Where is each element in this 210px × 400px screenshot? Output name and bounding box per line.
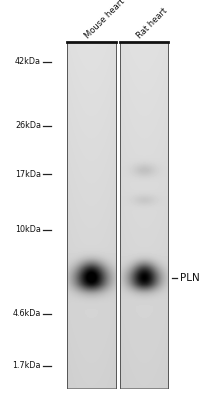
Text: 26kDa: 26kDa <box>15 122 41 130</box>
Text: 17kDa: 17kDa <box>15 170 41 178</box>
Text: 4.6kDa: 4.6kDa <box>13 310 41 318</box>
Text: 10kDa: 10kDa <box>15 226 41 234</box>
Text: Mouse heart: Mouse heart <box>83 0 126 40</box>
Text: Rat heart: Rat heart <box>135 6 169 40</box>
Text: 42kDa: 42kDa <box>15 58 41 66</box>
Text: PLN: PLN <box>180 273 199 283</box>
Text: 1.7kDa: 1.7kDa <box>12 362 41 370</box>
